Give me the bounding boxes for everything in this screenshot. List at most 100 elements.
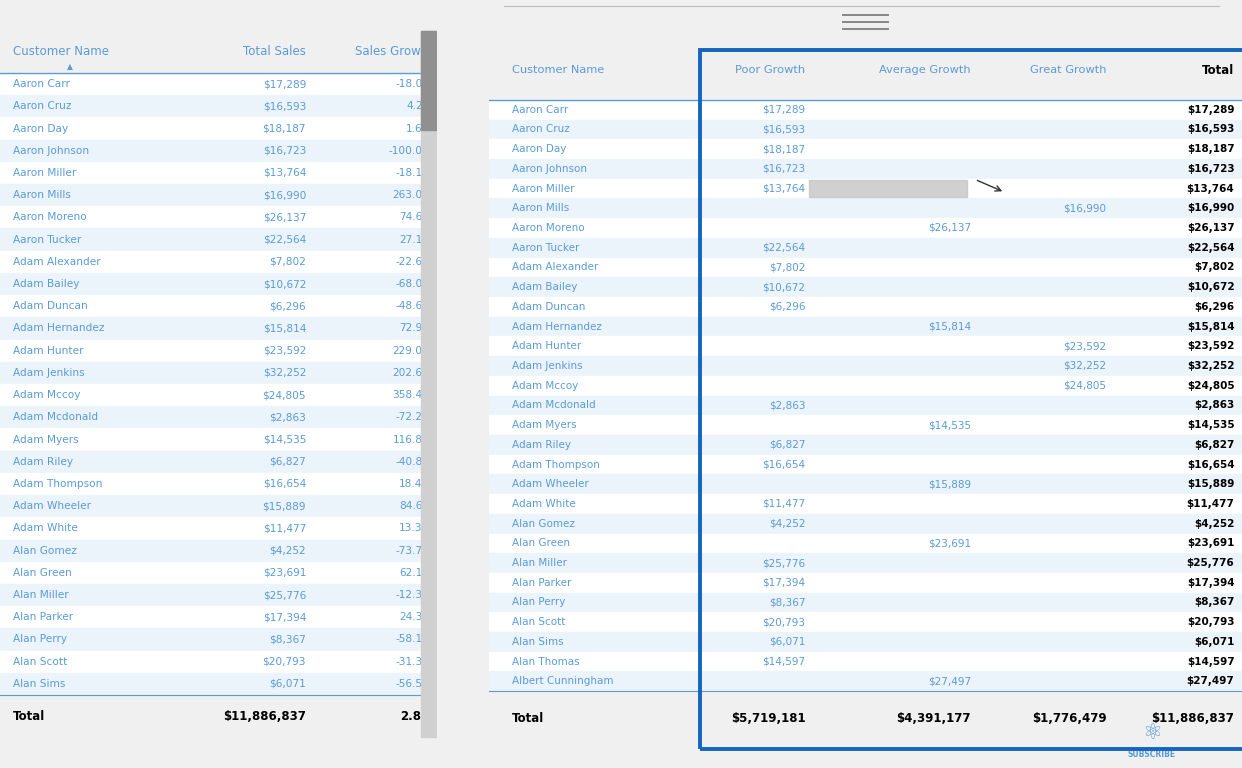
Bar	[0, 250, 437, 273]
Bar	[489, 612, 1242, 632]
Bar	[489, 139, 1242, 159]
Bar	[0, 384, 437, 406]
Text: $10,672: $10,672	[1187, 282, 1235, 292]
Text: Aaron Johnson: Aaron Johnson	[512, 164, 587, 174]
Text: $22,564: $22,564	[1187, 243, 1235, 253]
Bar	[489, 573, 1242, 593]
Text: Adam Alexander: Adam Alexander	[512, 263, 599, 273]
Text: $8,367: $8,367	[769, 598, 806, 607]
Bar	[489, 494, 1242, 514]
Text: $4,391,177: $4,391,177	[897, 712, 971, 724]
Text: $23,592: $23,592	[262, 346, 306, 356]
Text: $17,289: $17,289	[262, 79, 306, 89]
Bar	[489, 376, 1242, 396]
Bar	[489, 120, 1242, 139]
Text: $14,535: $14,535	[928, 420, 971, 430]
Text: Great Growth: Great Growth	[1030, 65, 1107, 75]
Text: 74.6%: 74.6%	[400, 213, 432, 223]
Text: Alan Miller: Alan Miller	[512, 558, 566, 568]
Text: Customer Name: Customer Name	[14, 45, 109, 58]
Text: $5,719,181: $5,719,181	[730, 712, 806, 724]
Bar	[0, 229, 437, 250]
Bar	[489, 435, 1242, 455]
Text: $10,672: $10,672	[763, 282, 806, 292]
Text: -73.7%: -73.7%	[395, 545, 432, 555]
Text: $16,654: $16,654	[763, 459, 806, 469]
Text: Adam Hernandez: Adam Hernandez	[14, 323, 104, 333]
Text: 72.9%: 72.9%	[400, 323, 432, 333]
Text: $16,990: $16,990	[1187, 204, 1235, 214]
Text: -72.2%: -72.2%	[396, 412, 432, 422]
Text: $16,593: $16,593	[262, 101, 306, 111]
Text: Aaron Moreno: Aaron Moreno	[512, 223, 585, 233]
Bar	[0, 673, 437, 695]
Bar	[489, 277, 1242, 297]
Text: -18.1%: -18.1%	[395, 168, 432, 178]
Text: $6,071: $6,071	[769, 637, 806, 647]
Text: $15,814: $15,814	[1187, 322, 1235, 332]
Text: $20,793: $20,793	[262, 657, 306, 667]
Text: Aaron Miller: Aaron Miller	[14, 168, 76, 178]
Text: $11,477: $11,477	[763, 499, 806, 509]
Text: $6,827: $6,827	[270, 457, 306, 467]
Text: $15,889: $15,889	[928, 479, 971, 489]
Text: $16,990: $16,990	[1063, 204, 1107, 214]
Text: $7,802: $7,802	[769, 263, 806, 273]
Bar	[489, 100, 1242, 120]
Text: Adam Thompson: Adam Thompson	[14, 479, 103, 489]
Text: Alan Scott: Alan Scott	[14, 657, 67, 667]
Text: Adam Myers: Adam Myers	[512, 420, 576, 430]
Bar	[0, 207, 437, 229]
Text: 263.0%: 263.0%	[392, 190, 432, 200]
Bar	[489, 632, 1242, 652]
Text: Aaron Day: Aaron Day	[512, 144, 566, 154]
Bar	[421, 31, 437, 737]
Text: $6,827: $6,827	[769, 440, 806, 450]
Text: Alan Parker: Alan Parker	[14, 612, 73, 622]
Text: $23,691: $23,691	[928, 538, 971, 548]
Text: Adam Hernandez: Adam Hernandez	[512, 322, 602, 332]
Text: Total: Total	[512, 712, 544, 724]
Bar	[489, 652, 1242, 671]
Text: $32,252: $32,252	[1063, 361, 1107, 371]
Text: Adam White: Adam White	[512, 499, 576, 509]
Text: -12.3%: -12.3%	[395, 590, 432, 600]
Text: Alan Scott: Alan Scott	[512, 617, 565, 627]
Bar	[0, 495, 437, 518]
Text: $17,289: $17,289	[1187, 104, 1235, 114]
Bar	[0, 273, 437, 295]
Text: Alan Green: Alan Green	[14, 568, 72, 578]
Text: 358.4%: 358.4%	[392, 390, 432, 400]
Text: Adam Hunter: Adam Hunter	[14, 346, 83, 356]
Text: SUBSCRIBE: SUBSCRIBE	[1128, 750, 1176, 759]
Text: ⚛: ⚛	[1141, 723, 1161, 743]
Text: Total: Total	[14, 710, 46, 723]
Text: $14,597: $14,597	[763, 657, 806, 667]
Text: $24,805: $24,805	[1063, 381, 1107, 391]
Bar	[0, 539, 437, 561]
Text: Alan Sims: Alan Sims	[512, 637, 564, 647]
Text: $2,863: $2,863	[769, 400, 806, 410]
Bar	[700, 50, 1242, 749]
Text: Adam Jenkins: Adam Jenkins	[512, 361, 582, 371]
Text: $4,252: $4,252	[769, 518, 806, 528]
Bar	[489, 534, 1242, 553]
Bar	[0, 473, 437, 495]
Text: $15,889: $15,889	[262, 502, 306, 511]
Text: $8,367: $8,367	[1194, 598, 1235, 607]
Text: $16,723: $16,723	[1187, 164, 1235, 174]
Bar	[0, 429, 437, 451]
Text: $18,187: $18,187	[1187, 144, 1235, 154]
Bar	[0, 295, 437, 317]
Text: $6,827: $6,827	[1194, 440, 1235, 450]
Text: $18,187: $18,187	[262, 124, 306, 134]
Text: $11,477: $11,477	[1186, 499, 1235, 509]
Bar	[0, 628, 437, 650]
Text: $20,793: $20,793	[1187, 617, 1235, 627]
Bar	[489, 159, 1242, 179]
Text: $6,296: $6,296	[769, 302, 806, 312]
Text: -58.1%: -58.1%	[395, 634, 432, 644]
Bar	[489, 396, 1242, 415]
Text: Adam Bailey: Adam Bailey	[14, 279, 79, 289]
Text: Adam Duncan: Adam Duncan	[512, 302, 585, 312]
